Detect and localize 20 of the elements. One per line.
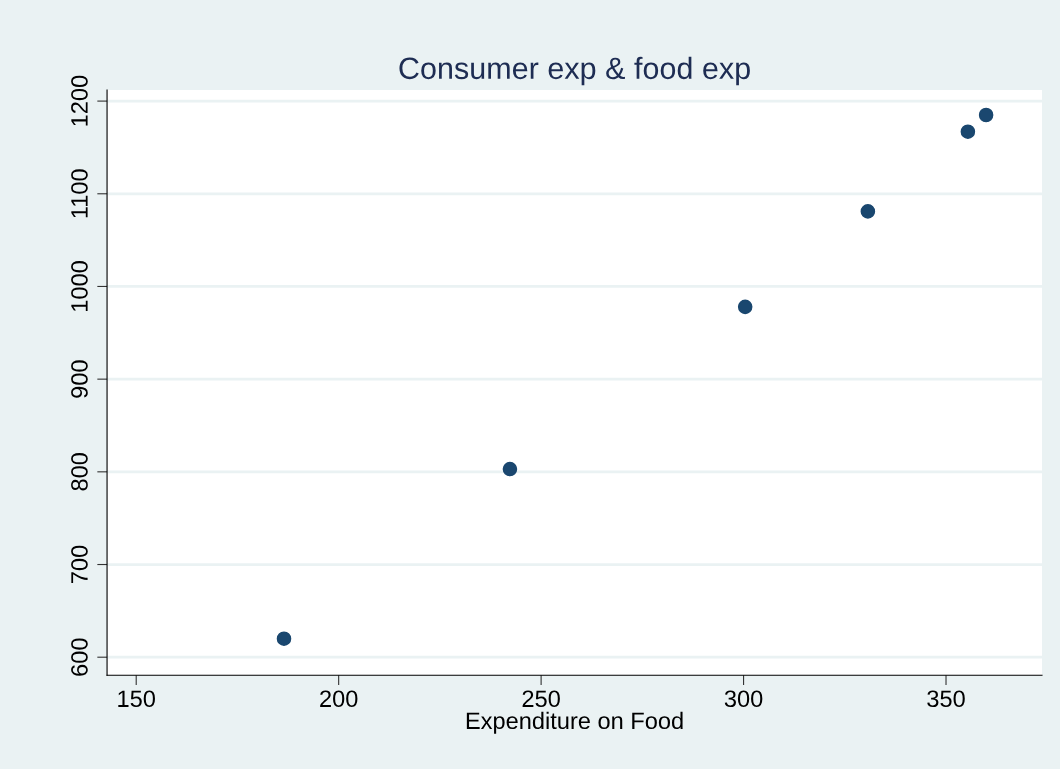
y-tick-label: 1000 bbox=[71, 261, 88, 311]
point bbox=[960, 124, 976, 139]
point bbox=[276, 631, 292, 646]
x-tick-label: 150 bbox=[118, 690, 155, 708]
y-tick-label: 600 bbox=[71, 638, 88, 676]
y-tick-label: 800 bbox=[71, 453, 88, 491]
x-tick-label: 350 bbox=[927, 690, 965, 708]
x-tick-label: 200 bbox=[320, 690, 358, 708]
point bbox=[737, 299, 753, 315]
point bbox=[978, 107, 994, 123]
y-tick-label: 1200 bbox=[71, 75, 88, 126]
x-tick-label: 300 bbox=[724, 690, 763, 708]
y-tick-label: 700 bbox=[71, 545, 88, 583]
x-tick-label: 250 bbox=[522, 690, 560, 708]
point bbox=[860, 204, 876, 219]
x-axis-title: Expenditure on Food bbox=[466, 711, 683, 734]
chart-title: Consumer exp & food exp bbox=[399, 56, 750, 86]
point bbox=[502, 461, 518, 477]
y-tick-label: 900 bbox=[71, 360, 88, 398]
y-tick-label: 1100 bbox=[71, 169, 88, 218]
